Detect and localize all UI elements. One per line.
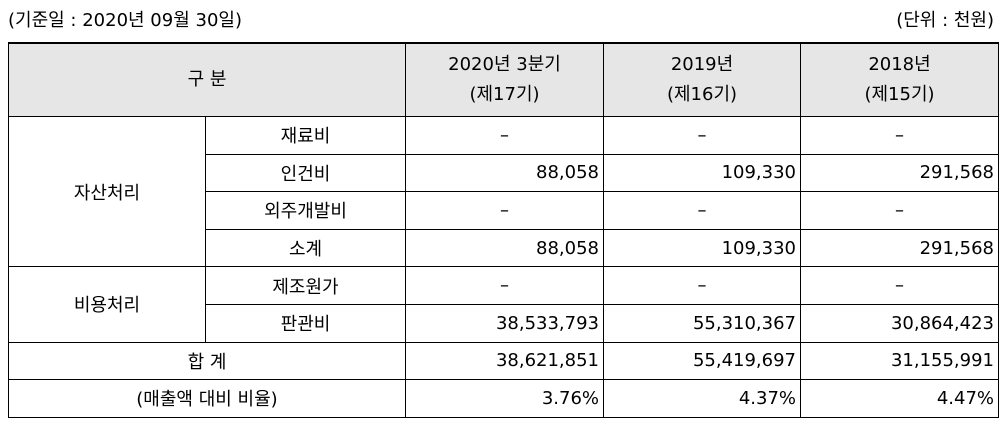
value-cell: 291,568 (800, 228, 999, 268)
value-cell: 109,330 (603, 228, 801, 268)
value-cell: 38,533,793 (405, 303, 604, 343)
column-header: 2019년 (제16기) (603, 42, 801, 117)
column-header-line: (제16기) (666, 84, 738, 105)
column-header-line: (제17기) (469, 84, 540, 105)
value-cell: – (800, 116, 999, 155)
value-cell: 88,058 (405, 153, 604, 193)
total-row: 합 계 38,621,851 55,419,697 31,155,991 (8, 341, 999, 381)
unit: (단위 : 천원) (896, 10, 994, 31)
column-header-line: 2019년 (670, 54, 734, 75)
value-cell: 3.76% (405, 379, 604, 418)
total-label: 합 계 (8, 341, 406, 381)
column-header: 2020년 3분기 (제17기) (405, 42, 604, 117)
row: 외주개발비 – – – (9, 191, 999, 230)
base-date: (기준일 : 2020년 09월 30일) (8, 10, 242, 31)
value-cell: 38,621,851 (405, 341, 604, 381)
row-label: 재료비 (205, 116, 406, 155)
ratio-label: (매출액 대비 비율) (8, 379, 406, 418)
row: 비용처리 제조원가 – – – (8, 266, 999, 343)
column-header: 2018년 (제15기) (800, 42, 999, 117)
column-header-line: 2018년 (868, 54, 931, 75)
value-cell: 55,310,367 (603, 303, 801, 343)
value-cell: 4.47% (800, 379, 999, 418)
column-header-line: (제15기) (864, 84, 935, 105)
value-cell: 4.37% (603, 379, 801, 418)
value-cell: 55,419,697 (603, 341, 801, 381)
value-cell: – (603, 191, 801, 230)
table: 구 분 2020년 3분기 (제17기) 2019년 (제16기) 2018년 (제15기… (8, 42, 999, 418)
group-label: 비용처리 (8, 266, 206, 343)
value-cell: – (800, 191, 999, 230)
row-label: 제조원가 (205, 266, 406, 305)
value-cell: 291,568 (800, 153, 999, 193)
row-label: 외주개발비 (205, 191, 406, 230)
value-cell: 30,864,423 (800, 303, 999, 343)
ratio-row: (매출액 대비 비율) 3.76% 4.37% 4.47% (8, 379, 999, 418)
column-header-line: 2020년 3분기 (448, 54, 561, 75)
row-label: 판관비 (205, 303, 406, 343)
header-row: 구 분 2020년 3분기 (제17기) 2019년 (제16기) 2018년 (제15기… (8, 42, 999, 117)
value-cell: – (603, 266, 801, 305)
row-label: 소계 (205, 228, 406, 268)
value-cell: – (800, 266, 999, 305)
row: 자산처리 재료비 – – – (8, 115, 999, 268)
value-cell: 31,155,991 (800, 341, 999, 381)
row: 인건비 88,058 109,330 291,568 (9, 153, 999, 193)
value-cell: – (405, 116, 604, 155)
value-cell: 109,330 (603, 153, 801, 193)
corner: 구 분 (8, 42, 406, 117)
group-label: 자산처리 (8, 115, 206, 268)
row-label: 인건비 (205, 153, 406, 193)
value-cell: 88,058 (405, 228, 604, 268)
value-cell: – (405, 266, 604, 305)
value-cell: – (603, 116, 801, 155)
value-cell: – (405, 191, 604, 230)
row: 판관비 38,533,793 55,310,367 30,864,423 (9, 303, 999, 343)
